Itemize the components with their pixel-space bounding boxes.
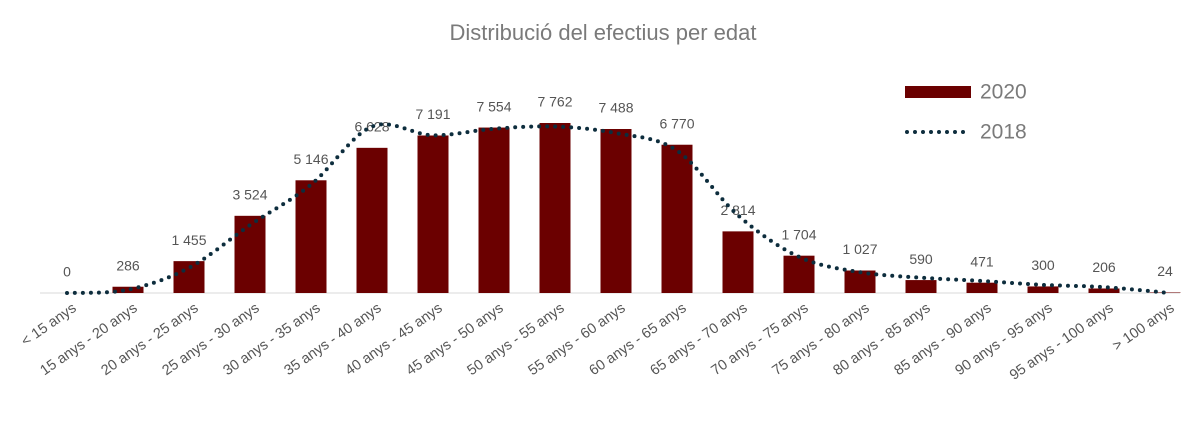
value-label: 471 xyxy=(970,253,994,269)
bar xyxy=(112,286,144,293)
value-label: 590 xyxy=(909,251,933,267)
value-label: 3 524 xyxy=(232,187,267,203)
value-label: 7 762 xyxy=(537,94,572,110)
bar xyxy=(844,270,876,293)
value-label: 6 770 xyxy=(659,115,694,131)
x-tick-label: 95 anys - 100 anys xyxy=(1007,300,1117,383)
chart-title: Distribució del efectius per edat xyxy=(450,20,757,45)
bar xyxy=(295,180,327,293)
value-label: 7 554 xyxy=(476,98,511,114)
bar xyxy=(539,123,571,293)
value-label: 7 488 xyxy=(598,100,633,116)
value-label: 0 xyxy=(63,264,71,280)
bar xyxy=(417,135,449,293)
bar xyxy=(356,147,388,293)
bar xyxy=(783,255,815,293)
value-label: 1 704 xyxy=(781,226,816,242)
value-label: 5 146 xyxy=(293,151,328,167)
bar xyxy=(1027,286,1059,293)
value-label: 1 455 xyxy=(171,232,206,248)
bar xyxy=(1088,288,1120,293)
line xyxy=(65,122,1167,295)
value-label: 286 xyxy=(116,257,140,273)
value-label: 206 xyxy=(1092,259,1116,275)
bar xyxy=(600,129,632,293)
bar xyxy=(905,280,937,293)
value-label: 300 xyxy=(1031,257,1055,273)
bar xyxy=(478,127,510,293)
legend-label: 2018 xyxy=(980,121,1027,144)
value-label: 7 191 xyxy=(415,106,450,122)
value-label: 24 xyxy=(1157,263,1173,279)
legend-label: 2020 xyxy=(980,81,1027,104)
bar xyxy=(966,282,998,293)
bar xyxy=(722,231,754,293)
value-label: 1 027 xyxy=(842,241,877,257)
bar xyxy=(661,144,693,293)
bar xyxy=(234,215,266,293)
x-tick-label: > 100 anys xyxy=(1110,300,1178,354)
legend-swatch xyxy=(905,86,971,98)
